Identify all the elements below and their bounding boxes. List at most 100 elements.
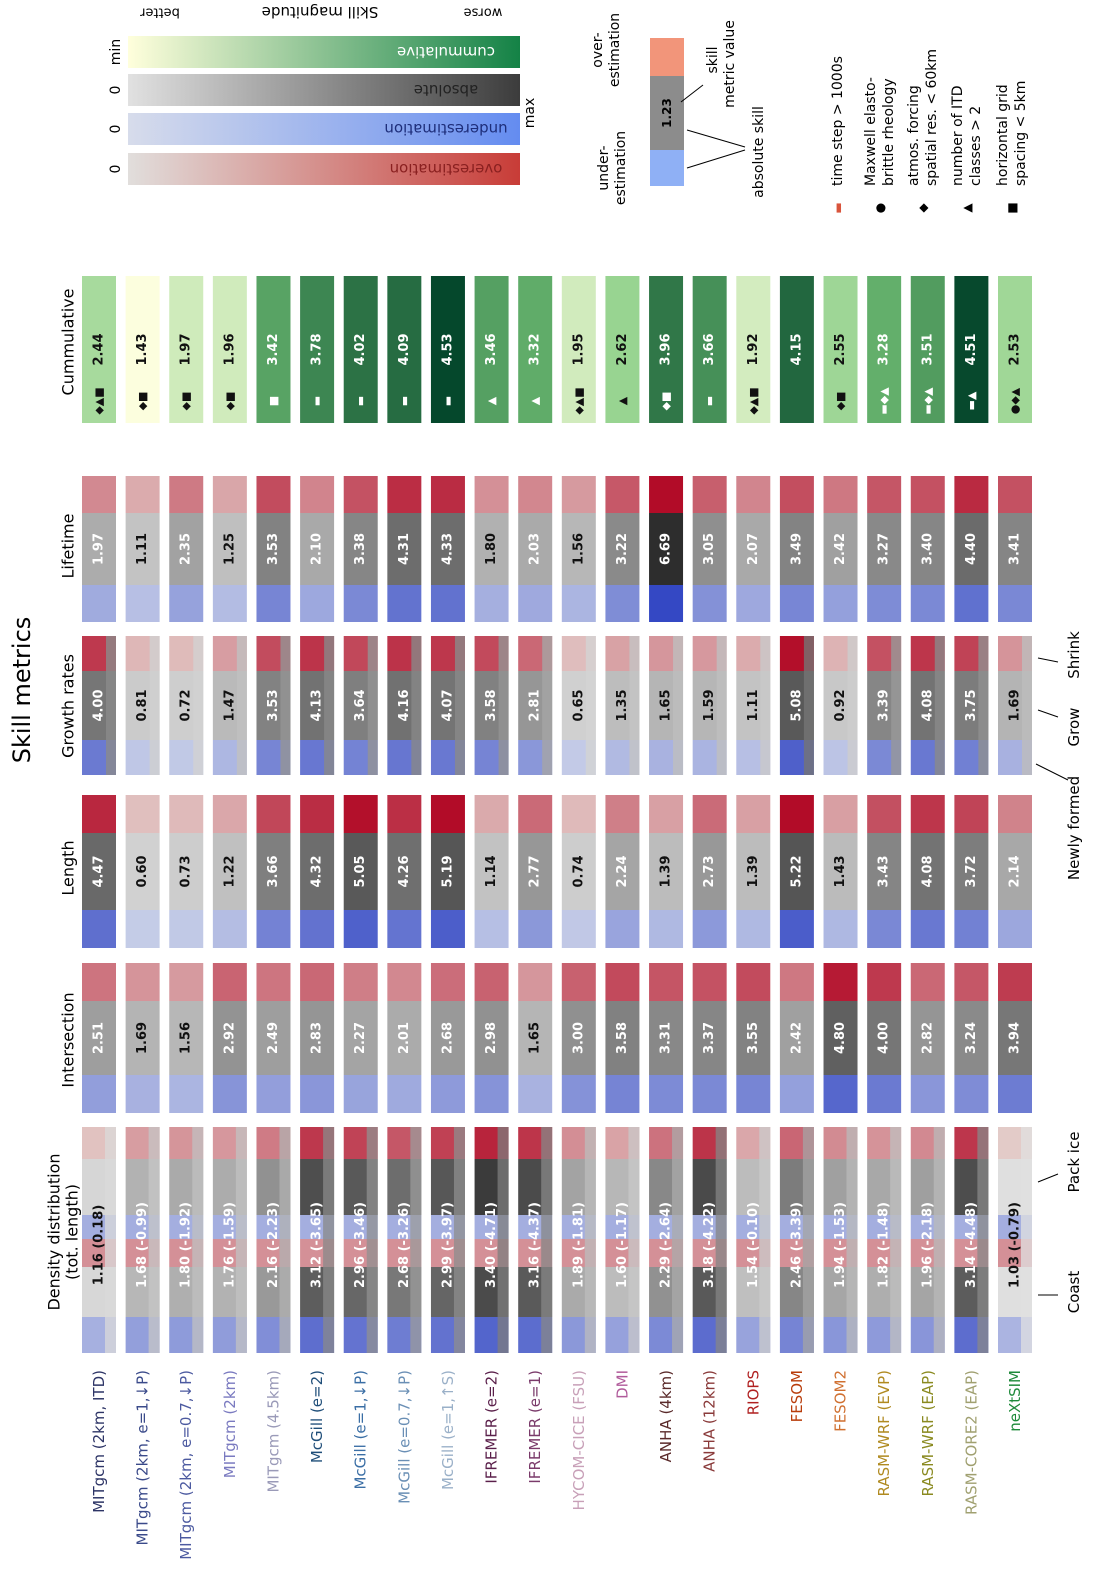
- value-cell: [605, 513, 640, 585]
- growth-stripe: [498, 636, 509, 775]
- model-markers: ◆■: [834, 392, 847, 411]
- value-cell: [779, 1001, 814, 1075]
- over-cell: [736, 963, 771, 1001]
- over-cell: [430, 476, 465, 513]
- cell-value-label: 1.43: [135, 333, 150, 365]
- value-cell: [954, 833, 989, 910]
- legend-label: time step > 1000s: [830, 56, 846, 186]
- over-cell: [430, 795, 465, 833]
- value-cell: [692, 833, 727, 910]
- growth-stripe: [454, 636, 465, 775]
- value-cell: [867, 1001, 902, 1075]
- colorbar-tick: 0: [108, 125, 124, 134]
- growth-stripe: [106, 636, 116, 775]
- under-cell: [605, 1075, 640, 1113]
- schematic-absolute-skill: absolute skill: [751, 106, 767, 198]
- value-cell: [343, 1001, 378, 1075]
- annotation-shrink: Shrink: [1065, 631, 1083, 679]
- value-cell: [605, 833, 640, 910]
- model-markers: ◆■: [136, 392, 149, 411]
- over-cell: [518, 963, 553, 1001]
- value-cell: [300, 1001, 335, 1075]
- cell-value-label: 1.80 (-1.92): [179, 1202, 194, 1288]
- cell-value-label: 1.65: [659, 689, 674, 721]
- under-cell: [343, 585, 378, 622]
- model-label: McGill (e=2): [308, 1370, 326, 1463]
- under-cell: [561, 910, 596, 948]
- under-cell: [169, 1075, 204, 1113]
- model-label: McGill (e=0.7,↓P): [395, 1370, 413, 1504]
- value-cell: [125, 833, 160, 910]
- cell-value-label: 3.66: [266, 855, 281, 887]
- cell-value-label: 3.72: [964, 855, 979, 887]
- cell-value-label: 3.40: [920, 533, 935, 565]
- cell-value-label: 1.94 (-1.53): [833, 1202, 848, 1288]
- cell-value-label: 4.02: [353, 333, 368, 365]
- cell-value-label: 5.19: [440, 855, 455, 887]
- cummulative-cell: [692, 276, 727, 423]
- cell-value-label: 3.64: [353, 689, 368, 721]
- cummulative-cell: [256, 276, 291, 423]
- cummulative-cell: [649, 276, 684, 423]
- cell-value-label: 2.29 (-2.64): [659, 1202, 674, 1288]
- cell-value-label: 1.76 (-1.59): [222, 1202, 237, 1288]
- density-stripe: [279, 1127, 291, 1353]
- density-stripe: [672, 1127, 684, 1353]
- value-cell: [561, 833, 596, 910]
- value-cell: [387, 513, 422, 585]
- under-cell: [256, 1075, 291, 1113]
- cell-value-label: 2.44: [92, 333, 107, 365]
- value-cell: [82, 513, 116, 585]
- value-cell: [125, 513, 160, 585]
- over-cell: [256, 476, 291, 513]
- under-cell: [910, 1075, 945, 1113]
- value-cell: [256, 513, 291, 585]
- model-label: RIOPS: [744, 1370, 762, 1415]
- under-cell: [867, 910, 902, 948]
- cell-value-label: 3.53: [266, 689, 281, 721]
- density-stripe: [715, 1127, 727, 1353]
- metric-and-model-labels: 1.16 (0.18) 2.51 4.47 4.00 1.97 2.44 MITgcm (2…: [8, 289, 1083, 1560]
- model-markers: ◆■: [180, 392, 193, 411]
- model-markers: ▬◆▲: [921, 387, 934, 415]
- over-cell: [300, 476, 335, 513]
- schematic-under-line2: estimation: [613, 131, 629, 205]
- value-cell: [561, 1001, 596, 1075]
- under-cell: [692, 1075, 727, 1113]
- growth-stripe: [934, 636, 945, 775]
- value-cell: [910, 513, 945, 585]
- over-cell: [867, 476, 902, 513]
- cell-value-label: 0.74: [571, 855, 586, 887]
- cell-value-label: 5.05: [353, 855, 368, 887]
- metric-header-line1: Density distribution: [45, 1153, 64, 1310]
- over-cell: [474, 795, 509, 833]
- cell-value-label: 1.14: [484, 855, 499, 887]
- cell-value-label: 1.54 (-0.10): [746, 1202, 761, 1288]
- value-cell: [430, 833, 465, 910]
- growth-stripe: [367, 636, 378, 775]
- cell-value-label: 4.51: [964, 333, 979, 365]
- over-cell: [649, 795, 684, 833]
- under-cell: [736, 585, 771, 622]
- under-cell: [343, 910, 378, 948]
- under-cell: [343, 1075, 378, 1113]
- under-cell: [649, 585, 684, 622]
- cell-value-label: 3.27: [877, 533, 892, 565]
- value-cell: [605, 1001, 640, 1075]
- under-cell: [954, 910, 989, 948]
- cell-value-label: 2.83: [310, 1022, 325, 1054]
- value-cell: [954, 1001, 989, 1075]
- cell-value-label: 2.98: [484, 1022, 499, 1054]
- growth-stripe: [542, 636, 553, 775]
- under-cell: [212, 910, 247, 948]
- over-cell: [343, 963, 378, 1001]
- cell-value-label: 4.00: [92, 689, 107, 721]
- cell-value-label: 2.62: [615, 333, 630, 365]
- value-cell: [867, 833, 902, 910]
- cell-value-label: 1.96: [222, 333, 237, 365]
- colorbar-tick: 0: [108, 165, 124, 174]
- cell-value-label: 2.53: [1008, 333, 1023, 365]
- colorbar: [128, 113, 520, 145]
- cummulative-cell: [343, 276, 378, 423]
- cummulative-cell: [779, 276, 814, 423]
